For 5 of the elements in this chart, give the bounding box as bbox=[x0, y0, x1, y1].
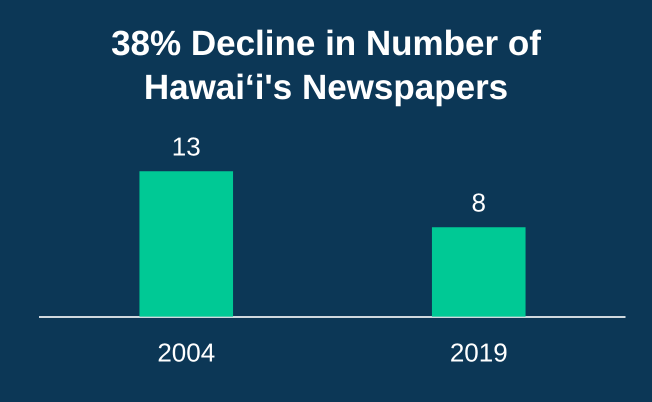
x-tick-label: 2019 bbox=[450, 338, 508, 368]
x-tick-label: 2004 bbox=[157, 338, 216, 368]
chart-title: 38% Decline in Number of Hawai‘i's Newspapers bbox=[110, 23, 542, 109]
data-label: 8 bbox=[472, 187, 486, 218]
data-label: 13 bbox=[172, 131, 201, 162]
